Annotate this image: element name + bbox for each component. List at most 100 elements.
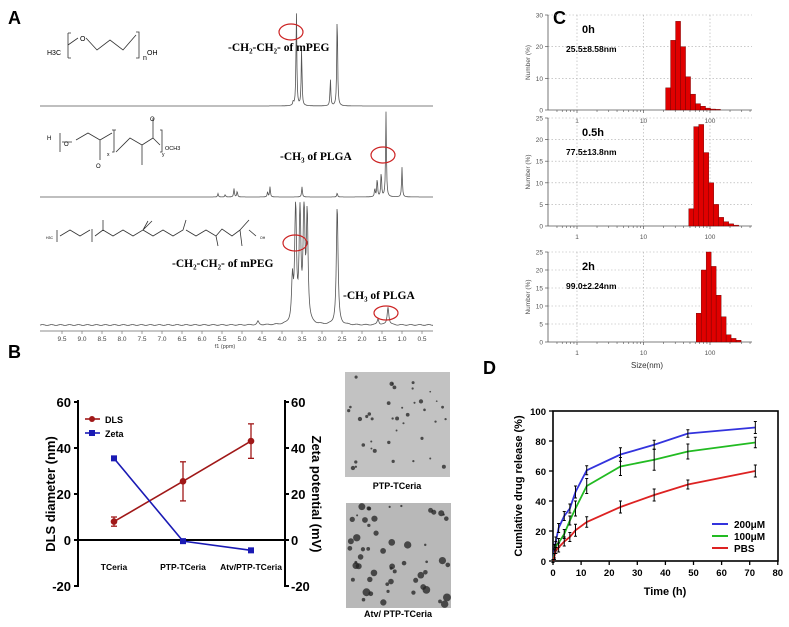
ppm-tick-label: 3.5 (297, 336, 306, 343)
x-axis-title: Time (h) (644, 586, 687, 598)
histogram-bar (710, 108, 716, 111)
tem-particle (417, 571, 425, 579)
category-label: Atv/PTP-TCeria (220, 562, 282, 572)
tem-particle (358, 503, 366, 511)
histogram-bar (685, 76, 691, 111)
size-value: 77.5±13.8nm (566, 147, 617, 157)
tem-particle (387, 440, 391, 445)
tem-particle (361, 597, 366, 602)
tem-particle (420, 436, 424, 440)
structure-label: O (64, 142, 69, 148)
histogram-bar (705, 107, 711, 111)
ppm-tick-label: 5.0 (237, 336, 246, 343)
tem-particle (370, 569, 378, 577)
histogram-bar (710, 266, 717, 343)
tem-particle (380, 599, 387, 606)
tem-particle (354, 465, 358, 468)
tem-particle (349, 516, 355, 522)
histogram-bar (735, 340, 742, 343)
ppm-tick-label: 8.5 (97, 336, 106, 343)
tem-image (345, 372, 450, 477)
data-point-zeta (111, 455, 117, 462)
tem-particle (367, 412, 372, 416)
tem-particle (354, 375, 358, 379)
structure-label: n (143, 55, 147, 62)
tem-particle (391, 459, 395, 463)
y-tick-label: 30 (536, 13, 544, 20)
histogram-bar (700, 105, 706, 111)
y-tick-label: 40 (535, 497, 546, 508)
tem-particle (354, 460, 358, 464)
tem-particle (370, 440, 373, 443)
y-tick-label: 20 (57, 487, 71, 502)
tem-particle (357, 416, 363, 422)
x-tick-label: 10 (640, 350, 648, 357)
tem-particle (389, 566, 393, 570)
histogram-bar (700, 269, 707, 343)
tem-particle (438, 599, 442, 604)
histogram-bar (703, 152, 709, 227)
structure-label: O (80, 36, 86, 43)
annotation-plga-bottom: -CH₃ of PLGA (343, 290, 415, 302)
y2-tick-label: 40 (291, 441, 305, 456)
histogram-bar (728, 223, 734, 227)
highlight-circle (373, 305, 399, 321)
tem-particle (404, 541, 412, 549)
ppm-tick-label: 3.0 (317, 336, 326, 343)
x-tick-label: 100 (705, 350, 716, 357)
ppm-tick-label: 2.5 (337, 336, 346, 343)
ppm-tick-label: 6.0 (197, 336, 206, 343)
y-tick-label: 60 (57, 395, 71, 410)
ppm-tick-label: 9.5 (57, 336, 66, 343)
tem-particle (388, 539, 396, 546)
tem-particle (413, 401, 416, 404)
tem-particle (411, 381, 415, 385)
y2-tick-label: 20 (291, 487, 305, 502)
annotation-plga-mid: -CH₃ of PLGA (280, 151, 352, 163)
category-label: TCeria (101, 562, 128, 572)
tem-particle (350, 465, 356, 471)
time-label: 0.5h (582, 127, 604, 139)
tem-particle (389, 381, 394, 387)
y-axis-title: Number (%) (525, 154, 532, 189)
ppm-tick-label: 4.5 (257, 336, 266, 343)
histogram-bar (690, 93, 696, 111)
legend-label: 100μM (734, 532, 765, 543)
histogram-bar (733, 224, 739, 227)
structure-bond (56, 219, 257, 247)
highlight-circle (370, 146, 396, 164)
tem-particle (367, 576, 373, 583)
tem-particle (425, 560, 428, 564)
structure-label: H (47, 136, 51, 142)
histogram-bar (715, 295, 722, 343)
histogram-bar (698, 124, 704, 227)
tem-particle (392, 569, 397, 574)
legend-label: DLS (105, 415, 123, 425)
structure-label: O (96, 164, 101, 170)
x-tick-label: 30 (632, 568, 643, 579)
y-tick-label: 0 (64, 533, 71, 548)
tem-particle (367, 523, 371, 528)
tem-particle (401, 406, 404, 409)
ppm-tick-label: 6.5 (177, 336, 186, 343)
highlight-circle (282, 234, 308, 252)
tem-particle (395, 429, 398, 432)
tem-particle (372, 448, 377, 453)
tem-particle (413, 577, 419, 583)
x-axis-title: Size(nm) (631, 361, 663, 370)
ppm-tick-label: 4.0 (277, 336, 286, 343)
tem-particle (420, 584, 427, 590)
time-label: 2h (582, 261, 595, 273)
y-tick-label: 5 (539, 202, 543, 209)
data-point-zeta (248, 547, 254, 554)
tem-particle (362, 517, 368, 523)
histogram-bar (713, 204, 719, 227)
histogram-bar (695, 103, 701, 111)
data-point-dls (179, 478, 187, 485)
y2-axis-title: Zeta potential (mV) (309, 435, 324, 552)
tem-particle (347, 538, 354, 545)
y-axis-title: Cumlative drug release (%) (513, 415, 525, 557)
tem-particle (434, 420, 437, 423)
tem-particle (385, 582, 390, 587)
tem-particle (366, 506, 371, 511)
